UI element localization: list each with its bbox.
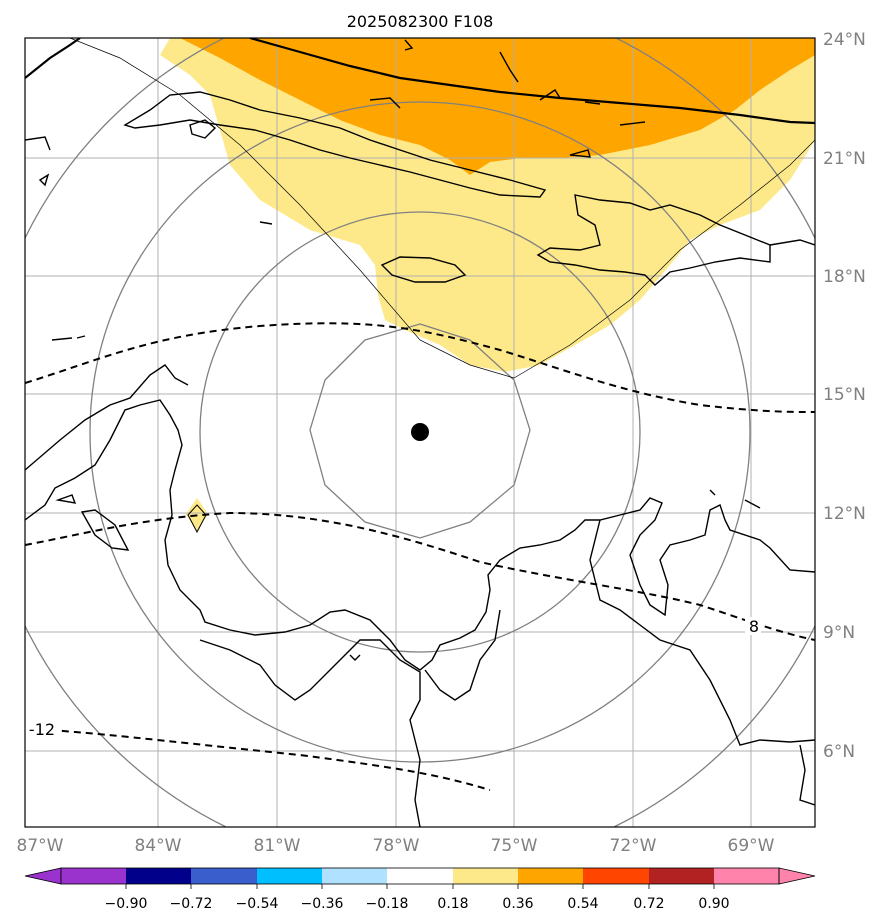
- contour-label-minus12: -12: [29, 720, 55, 739]
- colorbar-bin: [126, 868, 191, 884]
- lon-label: 81°W: [254, 836, 301, 856]
- colorbar-bin: [583, 868, 649, 884]
- coastlines: [25, 39, 815, 827]
- dashed-contours: [25, 322, 815, 791]
- solid-contour: [249, 38, 815, 125]
- lon-label: 78°W: [373, 836, 420, 856]
- colorbar-tick-label: 0.18: [437, 896, 468, 912]
- lon-label: 84°W: [135, 836, 182, 856]
- colorbar-ticks: [125, 884, 715, 889]
- lat-label: 24°N: [823, 30, 866, 50]
- colorbar-bin: [649, 868, 714, 884]
- colorbar-bin: [518, 868, 583, 884]
- colorbar-bin: [714, 868, 779, 884]
- lat-label: 21°N: [823, 149, 866, 169]
- lat-label: 18°N: [823, 267, 866, 287]
- colorbar-tick-label: −0.90: [105, 896, 148, 912]
- diamond-marker: [187, 504, 207, 534]
- graticule: [25, 38, 815, 827]
- lon-label: 75°W: [491, 836, 538, 856]
- colorbar-tick-label: 0.72: [633, 896, 664, 912]
- colorbar-bin: [453, 868, 518, 884]
- solid-contour-west: [25, 38, 81, 79]
- lat-label: 12°N: [823, 504, 866, 524]
- colorbar-high-extension: [778, 867, 816, 885]
- colorbar-bin: [191, 868, 257, 884]
- storm-center-marker: [411, 423, 429, 441]
- map-frame: [24, 37, 816, 828]
- lat-label: 6°N: [823, 742, 855, 762]
- colorbar-tick-label: −0.54: [236, 896, 279, 912]
- lon-label: 72°W: [610, 836, 657, 856]
- lon-label: 87°W: [17, 836, 64, 856]
- colorbar-bin: [257, 868, 322, 884]
- colorbar-tick-label: 0.90: [698, 896, 729, 912]
- lat-label: 9°N: [823, 623, 855, 643]
- colorbar-bin: [61, 868, 126, 884]
- colorbar-tick-label: −0.72: [170, 896, 213, 912]
- contour-label-bg: [27, 720, 57, 738]
- colorbar-tick-label: −0.18: [366, 896, 409, 912]
- contour-label-bg: [745, 617, 761, 635]
- colorbar-tick-label: −0.36: [301, 896, 344, 912]
- colorbar-bin: [322, 868, 387, 884]
- lat-label: 15°N: [823, 385, 866, 405]
- colorbar-tick-labels: −0.90 −0.72 −0.54 −0.36 −0.18 0.18 0.36 …: [105, 896, 730, 912]
- colorbar-bin: [387, 868, 453, 884]
- colorbar-low-extension: [24, 867, 62, 885]
- map-plot-area: 8 -12: [25, 38, 815, 827]
- lat-tick-labels: 24°N 21°N 18°N 15°N 12°N 9°N 6°N: [823, 30, 866, 762]
- colorbar-tick-label: 0.36: [502, 896, 533, 912]
- lon-label: 69°W: [728, 836, 775, 856]
- colorbar-tick-label: 0.54: [567, 896, 598, 912]
- contour-label-8: 8: [749, 617, 759, 636]
- thin-boundary-lines: [69, 38, 815, 379]
- anomaly-region-mid: [180, 38, 815, 175]
- map-title: 2025082300 F108: [347, 12, 494, 31]
- colorbar-frame: [60, 867, 780, 885]
- lon-tick-labels: 87°W 84°W 81°W 78°W 75°W 72°W 69°W: [17, 836, 775, 856]
- colorbar: −0.90 −0.72 −0.54 −0.36 −0.18 0.18 0.36 …: [24, 867, 816, 912]
